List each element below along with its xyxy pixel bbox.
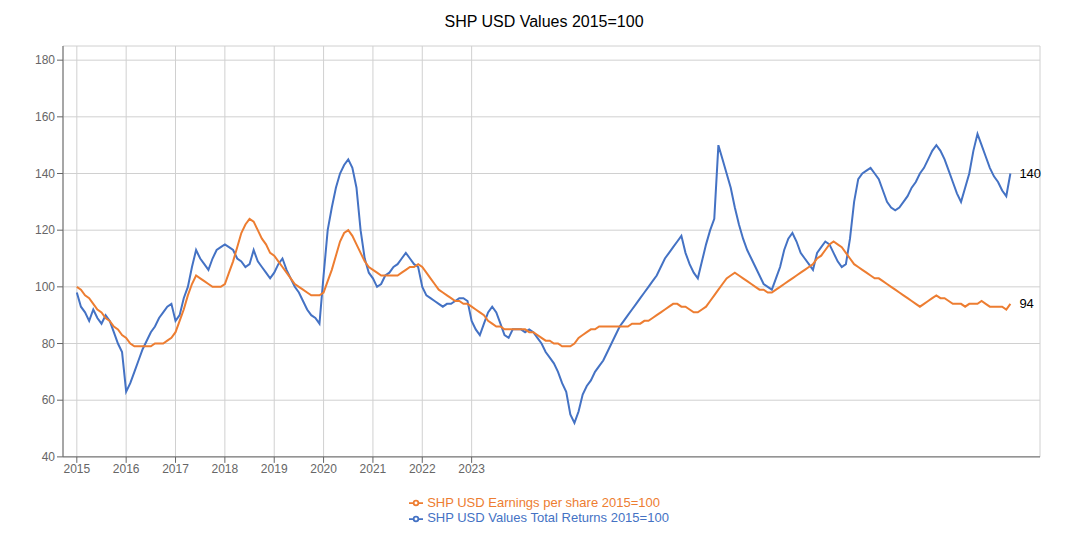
svg-text:180: 180 [35, 53, 55, 67]
html-text:SHP USD Values Total Returns 2: SHP USD Values Total Returns 2015=100 [427, 510, 669, 526]
svg-text:2021: 2021 [360, 462, 387, 476]
svg-text:2017: 2017 [162, 462, 189, 476]
html-text:SHP USD Values 2015=100: SHP USD Values 2015=100 [444, 13, 644, 30]
svg-text:40: 40 [42, 450, 56, 464]
svg-text:140: 140 [35, 167, 55, 181]
svg-text:2023: 2023 [458, 462, 485, 476]
svg-text:100: 100 [35, 280, 55, 294]
svg-text:80: 80 [42, 337, 56, 351]
svg-text:120: 120 [35, 223, 55, 237]
svg-text:160: 160 [35, 110, 55, 124]
svg-text:140: 140 [1019, 166, 1041, 181]
html-text:SHP USD Earnings per share 201: SHP USD Earnings per share 2015=100 [427, 494, 660, 510]
svg-text:2022: 2022 [409, 462, 436, 476]
svg-text:60: 60 [42, 393, 56, 407]
svg-text:2019: 2019 [261, 462, 288, 476]
svg-text:2016: 2016 [113, 462, 140, 476]
svg-text:2015: 2015 [63, 462, 90, 476]
svg-text:94: 94 [1019, 296, 1033, 311]
svg-text:2020: 2020 [310, 462, 337, 476]
svg-text:2018: 2018 [212, 462, 239, 476]
